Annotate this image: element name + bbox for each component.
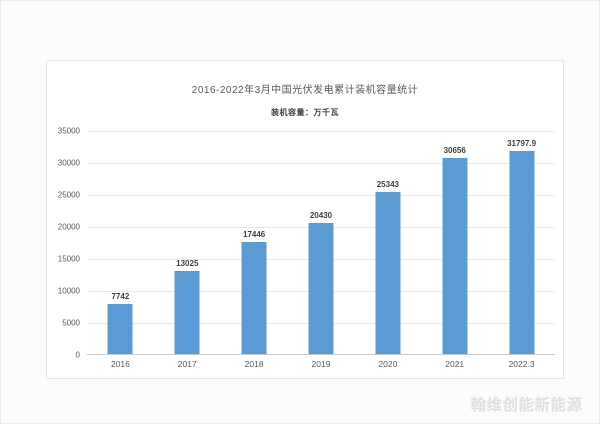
bar-slot: 25343 2020 — [354, 131, 421, 369]
y-tick-label: 0 — [75, 350, 80, 360]
watermark: 翰维创能新能源 — [470, 397, 583, 414]
x-tick-label: 2022.3 — [508, 359, 535, 369]
x-tick-label: 2016 — [110, 359, 130, 369]
y-tick-label: 35000 — [57, 126, 80, 136]
bar-slot: 13025 2017 — [154, 131, 221, 369]
y-tick-label: 10000 — [57, 286, 80, 296]
bar-slot: 7742 2016 — [87, 131, 154, 369]
bar — [174, 270, 200, 354]
y-tick-label: 25000 — [57, 190, 80, 200]
bar-slot: 20430 2019 — [288, 131, 355, 369]
bar — [308, 223, 334, 354]
x-tick-label: 2018 — [244, 359, 264, 369]
chart-legend: 装机容量：万千瓦 — [271, 108, 339, 117]
bar-slot: 17446 2018 — [221, 131, 288, 369]
x-tick-label: 2019 — [311, 359, 331, 369]
y-tick-label: 15000 — [57, 254, 80, 264]
gridline — [87, 195, 555, 196]
gridline — [87, 131, 555, 132]
x-tick-label: 2021 — [445, 359, 465, 369]
bar — [375, 191, 401, 354]
x-tick-label: 2020 — [378, 359, 398, 369]
bar-value-label: 17446 — [243, 230, 266, 240]
bar-value-label: 30656 — [443, 145, 466, 155]
bar — [442, 157, 468, 354]
x-tick-label: 2017 — [177, 359, 197, 369]
bar-slot: 31797.9 2022.3 — [488, 131, 555, 370]
bar-value-label: 20430 — [309, 211, 333, 221]
plot-area: 0 5000 10000 15000 20000 25000 30000 35000 7742 2… — [58, 127, 555, 370]
bar-value-label: 31797.9 — [507, 138, 537, 148]
chart-panel: 2016-2022年3月中国光伏发电累计装机容量统计 装机容量：万千瓦 0 500… — [46, 60, 564, 379]
bar — [241, 242, 267, 354]
chart-title: 2016-2022年3月中国光伏发电累计装机容量统计 — [191, 85, 419, 96]
bar — [509, 150, 535, 354]
bar-value-label: 25343 — [376, 179, 399, 189]
bar-slot: 30656 2021 — [421, 131, 488, 369]
bar-value-label: 7742 — [111, 292, 130, 302]
bar — [107, 304, 133, 354]
bar-value-label: 13025 — [176, 258, 199, 268]
y-tick-label: 30000 — [57, 158, 80, 168]
y-tick-label: 5000 — [62, 318, 80, 328]
gridline — [87, 163, 555, 164]
y-tick-label: 20000 — [57, 222, 80, 232]
